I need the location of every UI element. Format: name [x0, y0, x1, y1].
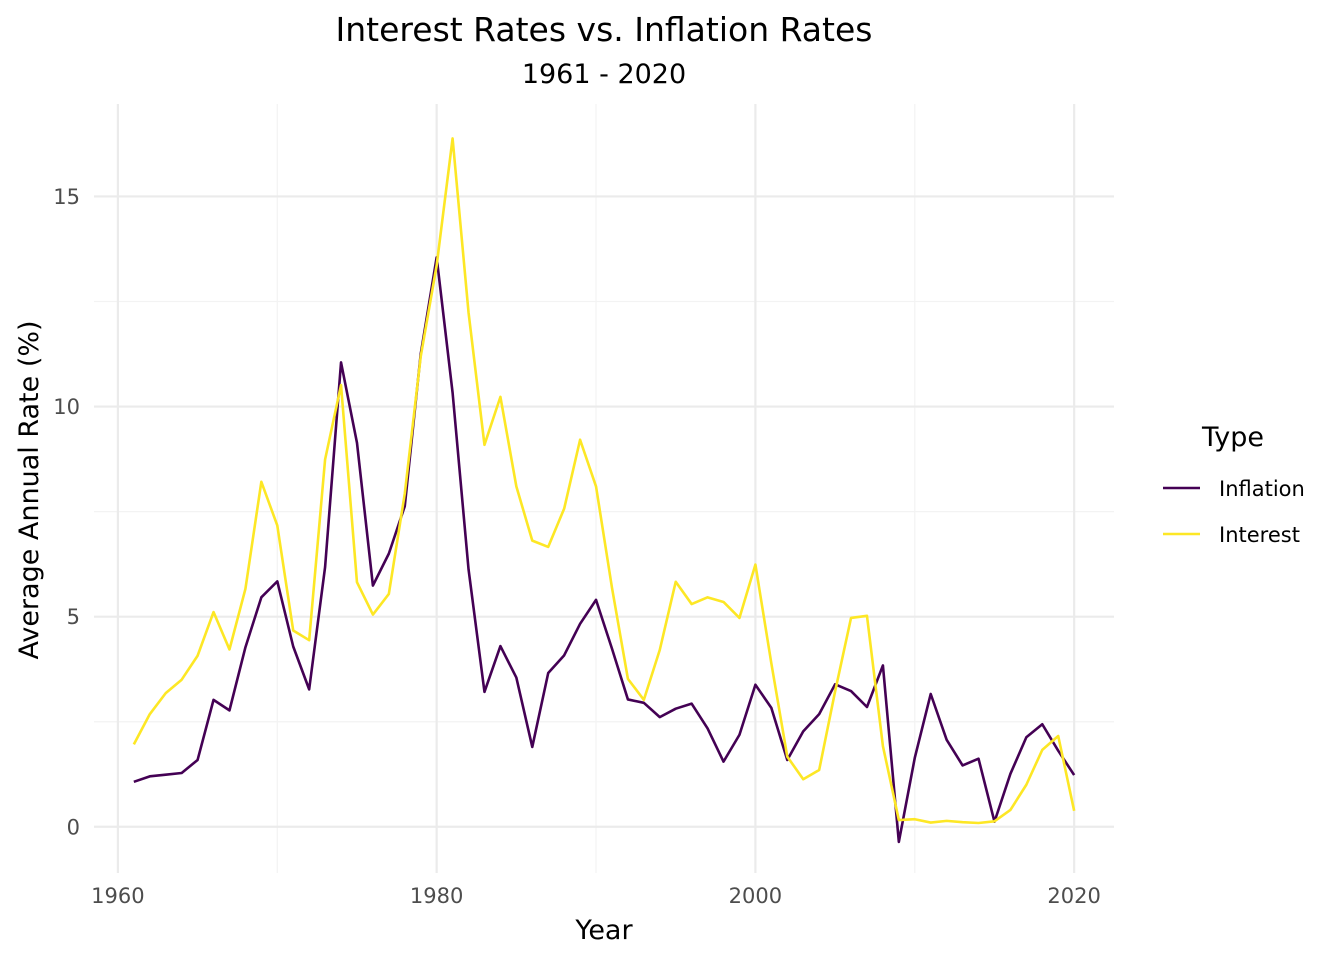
- series-line-inflation: [133, 256, 1076, 844]
- chart-subtitle: 1961 - 2020: [522, 59, 686, 90]
- legend-label-inflation: Inflation: [1219, 477, 1305, 501]
- x-tick-label: 2000: [729, 884, 782, 908]
- legend-title: Type: [1201, 422, 1264, 453]
- y-tick-label: 15: [53, 185, 80, 209]
- legend: Type Inflation Interest: [1163, 422, 1305, 547]
- series-lines: [132, 137, 1076, 844]
- tick-labels: 1960 1980 2000 2020 0 5 10 15: [53, 185, 1101, 908]
- legend-item-interest: Interest: [1163, 523, 1300, 547]
- legend-item-inflation: Inflation: [1163, 477, 1305, 501]
- y-tick-label: 5: [67, 605, 80, 629]
- x-axis-title: Year: [574, 915, 633, 946]
- legend-label-interest: Interest: [1219, 523, 1300, 547]
- y-tick-label: 0: [67, 815, 80, 839]
- x-tick-label: 1980: [410, 884, 463, 908]
- grid: [94, 104, 1114, 873]
- x-tick-label: 1960: [91, 884, 144, 908]
- y-axis-title: Average Annual Rate (%): [14, 320, 45, 659]
- chart-title: Interest Rates vs. Inflation Rates: [336, 10, 873, 49]
- y-tick-label: 10: [53, 395, 80, 419]
- x-tick-label: 2020: [1047, 884, 1100, 908]
- series-line-interest: [132, 137, 1076, 825]
